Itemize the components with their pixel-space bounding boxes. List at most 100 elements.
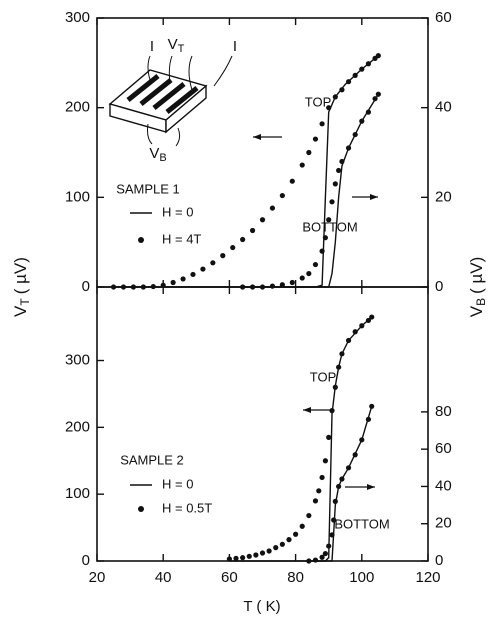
data-dot (226, 556, 232, 562)
data-dot (170, 279, 176, 286)
data-dot (269, 205, 276, 211)
data-dot (369, 403, 375, 409)
y2-tick-label: 0 (435, 278, 443, 295)
data-line (242, 93, 379, 288)
data-dot (345, 337, 352, 344)
data-dot (316, 488, 322, 494)
data-dot (326, 217, 332, 223)
data-dot (190, 271, 196, 278)
inset-label: I (233, 38, 237, 55)
data-dot (339, 158, 345, 165)
data-dot (352, 452, 358, 458)
data-dot (332, 181, 338, 187)
annotation: TOP (310, 369, 337, 384)
inset-label: VB (149, 145, 166, 164)
inset-diagram: I VT I VB (108, 36, 237, 164)
data-dot (306, 512, 312, 519)
y-tick-label: 100 (65, 188, 90, 205)
data-dot (319, 554, 325, 560)
plot-frame (96, 17, 429, 288)
data-dot (359, 66, 365, 72)
data-dot (240, 236, 246, 243)
y-label-unit: ( µV) (11, 257, 30, 294)
data-dot (306, 558, 312, 564)
data-dot (259, 550, 266, 556)
inset-label-sub: B (159, 152, 166, 164)
data-dot (339, 87, 345, 93)
data-dot (319, 474, 325, 481)
data-dot (365, 61, 372, 67)
data-dot (279, 541, 285, 547)
data-dot (273, 545, 279, 551)
data-dot (299, 162, 305, 168)
arrow-head (303, 407, 311, 413)
data-dot (312, 557, 319, 563)
data-dot (339, 476, 345, 482)
y-axis-label: VT ( µV) (11, 257, 32, 317)
y-tick-label: 300 (65, 351, 90, 368)
data-dot (332, 498, 338, 504)
x-tick-label: 80 (287, 569, 304, 586)
y2-tick-label: 20 (435, 188, 452, 205)
arrow-head (370, 194, 378, 200)
data-dot (233, 555, 239, 561)
data-dot (329, 199, 335, 205)
y-label-sub: T (18, 298, 32, 306)
x-tick-label: 20 (89, 569, 106, 586)
annotation: BOTTOM (334, 516, 389, 531)
data-dot (326, 105, 332, 111)
data-dot (336, 483, 342, 490)
annotation: BOTTOM (302, 219, 357, 234)
y-tick-label: 200 (65, 99, 90, 116)
data-dot (352, 329, 358, 335)
data-dot (312, 136, 319, 142)
data-dot (279, 192, 285, 199)
y-tick-label: 300 (65, 9, 90, 26)
legend-dot (138, 237, 144, 243)
data-dot (253, 552, 259, 558)
data-dot (306, 149, 312, 156)
x-tick-label: 40 (155, 569, 172, 586)
annotation: SAMPLE 1 (116, 181, 180, 196)
data-dot (329, 532, 335, 538)
y2-label-sub: B (474, 298, 488, 306)
y2-label-unit: ( µV) (467, 257, 486, 294)
data-dot (249, 227, 256, 234)
data-dot (200, 266, 206, 272)
data-dot (336, 364, 342, 370)
y2-tick-label: 20 (435, 515, 452, 532)
y-tick-label: 0 (82, 278, 90, 295)
data-dot (266, 548, 272, 554)
data-dot (306, 270, 312, 277)
inset-label: V (149, 145, 159, 162)
y2-tick-label: 60 (435, 9, 452, 26)
data-dot (322, 235, 328, 241)
data-dot (336, 167, 342, 174)
data-dot (279, 282, 285, 288)
data-dot (246, 553, 252, 559)
data-dot (312, 498, 319, 504)
legend-label: H = 0 (162, 476, 193, 491)
data-dot (332, 384, 338, 390)
data-dot (369, 314, 375, 320)
data-dot (345, 465, 352, 471)
x-tick-label: 120 (415, 569, 440, 586)
data-dot (299, 275, 305, 281)
x-tick-label: 100 (349, 569, 374, 586)
data-dot (332, 94, 338, 100)
arrow-head (367, 484, 375, 490)
data-dot (240, 555, 246, 561)
data-dot (293, 531, 299, 537)
data-dot (322, 458, 328, 464)
data-dot (289, 279, 295, 286)
data-dot (286, 537, 292, 543)
x-axis-label: T ( K) (243, 598, 280, 615)
data-dot (322, 550, 328, 557)
legend-label: H = 0.5T (162, 500, 212, 515)
y2-tick-label: 60 (435, 440, 452, 457)
annotation: SAMPLE 2 (120, 452, 184, 467)
data-dot (375, 53, 381, 59)
data-dot (312, 261, 319, 268)
inset-label: VT (168, 36, 185, 55)
inset-label-sub: T (178, 43, 185, 55)
